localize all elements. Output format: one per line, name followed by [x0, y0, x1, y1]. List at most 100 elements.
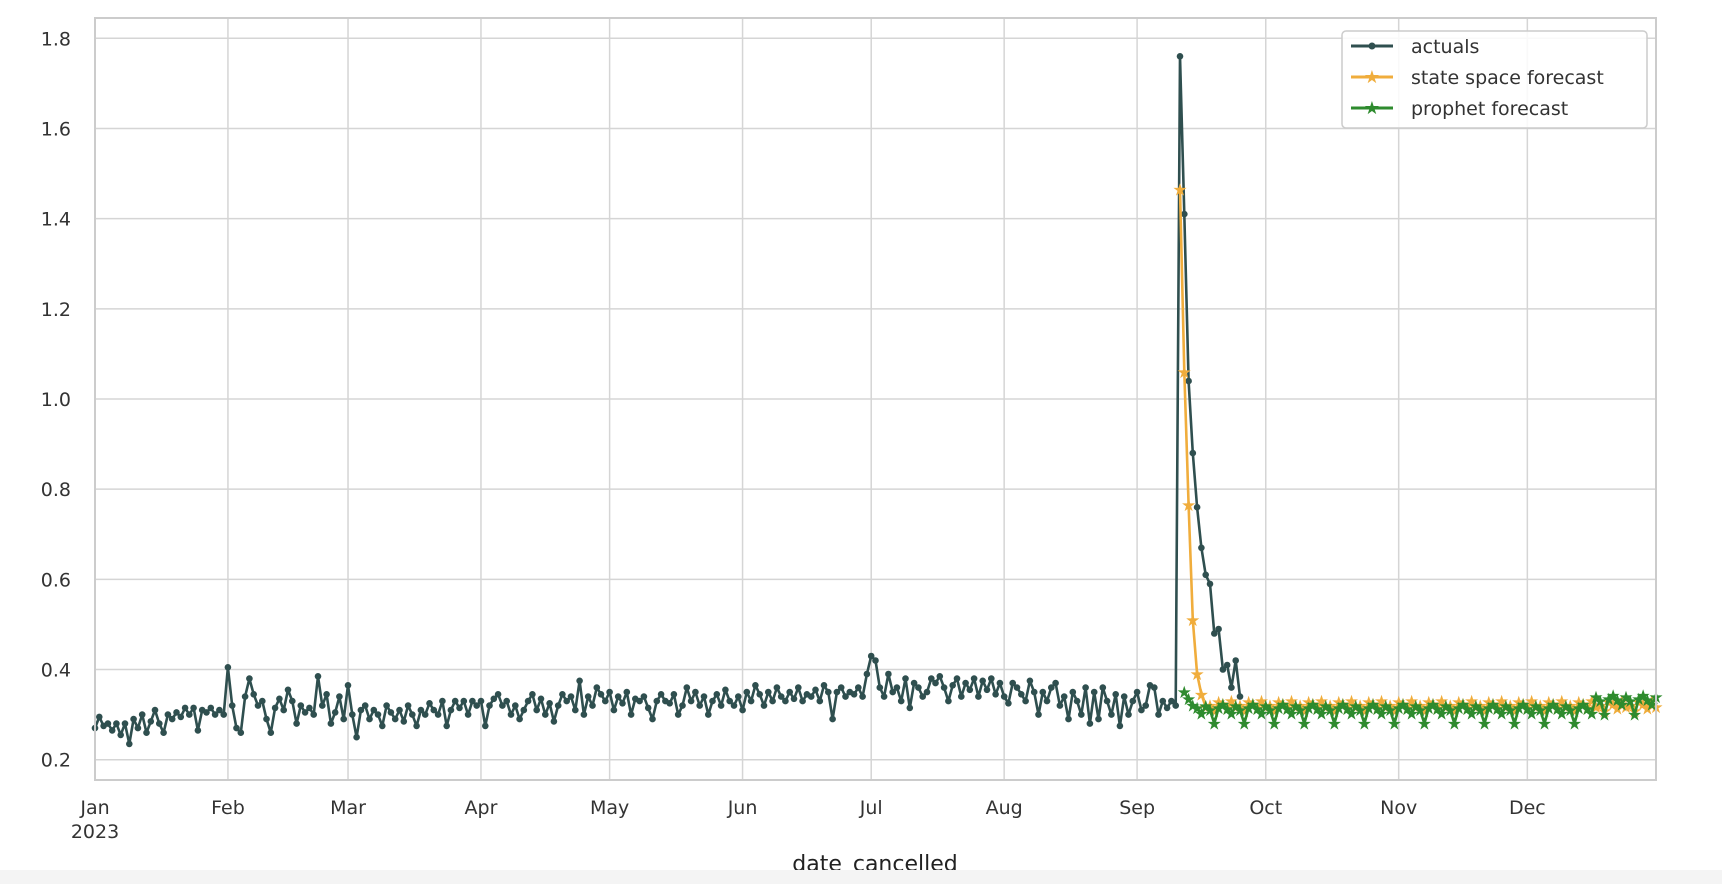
data-point	[1133, 688, 1141, 696]
data-point-star: ★	[1421, 699, 1436, 719]
data-point	[756, 691, 763, 698]
y-tick-label: 0.4	[41, 660, 71, 682]
data-point-star: ★	[1571, 693, 1586, 713]
data-point	[357, 706, 365, 714]
data-point	[735, 693, 742, 700]
y-tick-label: 0.2	[41, 750, 71, 772]
y-tick-label: 0.8	[41, 479, 71, 501]
data-point	[1219, 666, 1227, 673]
data-point-star: ★	[1391, 699, 1406, 719]
series-prophet-forecast: ★★★★★★★★★★★★★★★★★★★★★★★★★★★★★★★★★★★★★★★★…	[1177, 683, 1664, 735]
data-point	[1211, 630, 1218, 637]
legend: actuals ★ state space forecast ★ prophet…	[1341, 30, 1648, 129]
x-tick-label: Feb	[211, 797, 245, 819]
data-point	[104, 720, 112, 727]
data-point	[1236, 693, 1244, 700]
data-point	[520, 706, 528, 714]
data-point	[1142, 702, 1149, 709]
data-point-star: ★	[1284, 705, 1299, 725]
data-point	[897, 697, 905, 705]
data-point-star: ★	[1511, 693, 1526, 713]
data-point	[1018, 691, 1025, 698]
data-point-star: ★	[1262, 701, 1277, 721]
data-point-star: ★	[1524, 705, 1539, 725]
data-point-star: ★	[1202, 697, 1217, 717]
data-point-star: ★	[1623, 692, 1638, 712]
data-point	[482, 722, 489, 730]
data-point-star: ★	[1292, 701, 1307, 721]
data-point	[1172, 702, 1179, 709]
data-point	[855, 684, 862, 691]
data-point-star: ★	[1177, 363, 1192, 383]
data-point-star: ★	[1288, 697, 1303, 717]
data-point-star: ★	[1533, 697, 1548, 717]
data-point	[1112, 691, 1119, 698]
data-point-star: ★	[1511, 699, 1526, 719]
data-point	[992, 691, 999, 698]
data-point	[666, 700, 673, 707]
data-point-star: ★	[1485, 696, 1500, 716]
data-point	[1035, 711, 1042, 718]
series-actuals	[91, 53, 1244, 748]
data-point	[970, 675, 978, 682]
data-point	[610, 706, 618, 714]
data-point-star: ★	[1580, 700, 1595, 720]
data-point	[306, 704, 313, 712]
y-tick-label: 0.6	[41, 569, 71, 591]
data-point-star: ★	[1378, 697, 1393, 717]
data-point	[619, 700, 626, 707]
data-point	[331, 709, 339, 716]
legend-prophet-star-icon: ★	[1364, 98, 1380, 119]
data-point-star: ★	[1305, 696, 1320, 716]
data-point-star: ★	[1220, 700, 1235, 720]
legend-actuals-label: actuals	[1411, 36, 1479, 58]
data-point-star: ★	[1301, 693, 1316, 713]
data-point-star: ★	[1605, 687, 1620, 707]
data-point-star: ★	[1262, 697, 1277, 717]
data-point	[653, 697, 661, 705]
y-tick-label: 1.8	[41, 28, 71, 50]
data-point-star: ★	[1245, 696, 1260, 716]
data-point	[1065, 715, 1072, 723]
data-point	[936, 673, 944, 680]
data-point	[546, 700, 553, 707]
series-line	[1183, 691, 1658, 725]
data-point	[451, 697, 459, 705]
y-tick-label: 1.2	[41, 299, 71, 321]
x-tick-label: Dec	[1509, 797, 1546, 819]
data-point	[130, 715, 137, 723]
legend-prophet-label: prophet forecast	[1411, 98, 1568, 120]
data-point-star: ★	[1563, 697, 1578, 717]
data-point	[1069, 688, 1077, 696]
data-point	[1116, 722, 1124, 730]
data-point	[812, 686, 819, 694]
data-point-star: ★	[1202, 701, 1217, 721]
data-point	[108, 727, 116, 734]
data-point	[979, 677, 986, 685]
data-point	[773, 684, 781, 691]
data-point	[932, 679, 939, 687]
data-point	[1030, 688, 1038, 696]
data-point-star: ★	[1481, 693, 1496, 713]
data-point-star: ★	[1211, 699, 1226, 719]
data-point	[1151, 684, 1158, 691]
data-point	[705, 711, 712, 718]
data-point	[567, 693, 575, 700]
data-point	[580, 711, 588, 718]
data-point	[254, 702, 262, 709]
data-point	[173, 709, 180, 716]
data-point-star: ★	[1618, 688, 1633, 708]
data-point-star: ★	[1177, 683, 1192, 703]
data-point	[464, 711, 472, 718]
data-point	[940, 684, 948, 691]
data-point	[1103, 697, 1111, 705]
data-point-star: ★	[1477, 715, 1492, 735]
data-point-star: ★	[1250, 700, 1265, 720]
data-point	[336, 693, 343, 700]
data-point	[529, 691, 536, 698]
data-point-star: ★	[1558, 697, 1573, 717]
data-point	[314, 673, 322, 680]
data-point	[962, 679, 969, 687]
data-point-star: ★	[1614, 696, 1629, 716]
data-point	[1060, 693, 1068, 700]
